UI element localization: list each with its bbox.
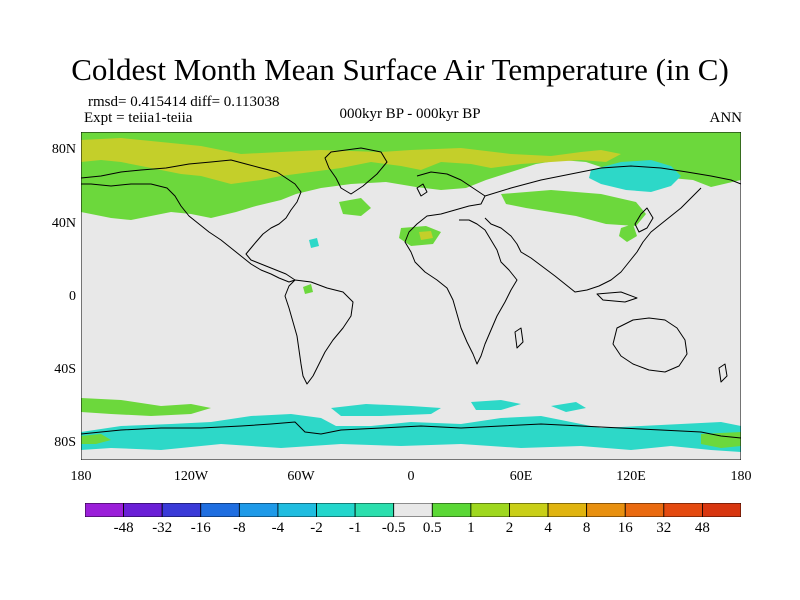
asia-coast	[484, 165, 741, 293]
south-america-coast	[284, 279, 354, 385]
colorbar-label: 0.5	[422, 520, 442, 536]
x-tick-0: 0	[407, 469, 415, 484]
x-tick-180e: 180	[730, 469, 752, 484]
y-tick-40n: 40N	[51, 216, 76, 231]
indonesia-coast	[596, 291, 638, 303]
x-tick-120e: 120E	[616, 469, 646, 484]
colorbar-swatch	[123, 503, 163, 517]
colorbar-label: -32	[152, 520, 173, 536]
colorbar-label: -48	[113, 520, 134, 536]
australia-coast	[612, 317, 688, 373]
new-zealand-coast	[718, 363, 728, 383]
y-tick-0: 0	[69, 289, 76, 304]
europe-africa-coast	[404, 171, 518, 365]
y-tick-80n: 80N	[51, 142, 76, 157]
colorbar-swatch	[161, 503, 202, 517]
colorbar-label: -2	[310, 520, 323, 536]
colorbar-swatch	[277, 503, 317, 517]
antarctica-coast	[81, 421, 741, 439]
greenland-coast	[324, 147, 388, 195]
colorbar-swatch	[354, 503, 395, 517]
colorbar-swatch	[702, 503, 741, 517]
colorbar-swatch	[624, 503, 665, 517]
colorbar-swatch	[509, 503, 549, 517]
y-tick-40s: 40S	[54, 362, 76, 377]
colorbar-label: -0.5	[381, 520, 406, 536]
colorbar-label: -4	[271, 520, 285, 536]
colorbar-swatch	[586, 503, 626, 517]
colorbar-label: -8	[233, 520, 246, 536]
colorbar-swatch	[316, 503, 356, 517]
colorbar	[85, 503, 741, 517]
madagascar-coast	[514, 327, 524, 349]
midlatitude-anomaly-patches	[303, 190, 646, 294]
japan-coast	[634, 207, 654, 233]
colorbar-swatch	[85, 503, 124, 517]
season-label: ANN	[709, 110, 743, 126]
uk-coast	[416, 183, 428, 197]
colorbar-label: 4	[544, 520, 552, 536]
map-panel	[81, 132, 741, 460]
x-tick-60e: 60E	[509, 469, 533, 484]
colorbar-label: -1	[348, 520, 362, 536]
colorbar-label: 1	[467, 520, 475, 536]
colorbar-swatch	[431, 503, 472, 517]
y-tick-80s: 80S	[54, 435, 76, 450]
colorbar-label: 2	[505, 520, 514, 536]
period-label: 000kyr BP - 000kyr BP	[339, 106, 481, 122]
north-america-coast	[81, 159, 302, 283]
colorbar-label: 8	[582, 520, 591, 536]
x-tick-180w: 180	[70, 469, 92, 484]
colorbar-swatch	[393, 503, 433, 517]
stats-label: rmsd= 0.415414 diff= 0.113038	[88, 94, 280, 110]
colorbar-swatch	[547, 503, 588, 517]
colorbar-swatch	[238, 503, 279, 517]
colorbar-swatch	[470, 503, 510, 517]
colorbar-swatch	[200, 503, 240, 517]
colorbar-label: 32	[656, 520, 672, 536]
experiment-label: Expt = teiia1-teiia	[84, 110, 193, 126]
colorbar-label: -16	[190, 520, 211, 536]
world-map	[81, 132, 741, 460]
colorbar-label: 48	[694, 520, 710, 536]
colorbar-swatch	[663, 503, 703, 517]
antarctic-anomaly-region	[81, 398, 741, 452]
colorbar-label: 16	[617, 520, 633, 536]
x-tick-60w: 60W	[287, 469, 315, 484]
map-title: Coldest Month Mean Surface Air Temperatu…	[71, 52, 729, 87]
coastlines	[81, 147, 741, 439]
x-tick-120w: 120W	[173, 469, 209, 484]
